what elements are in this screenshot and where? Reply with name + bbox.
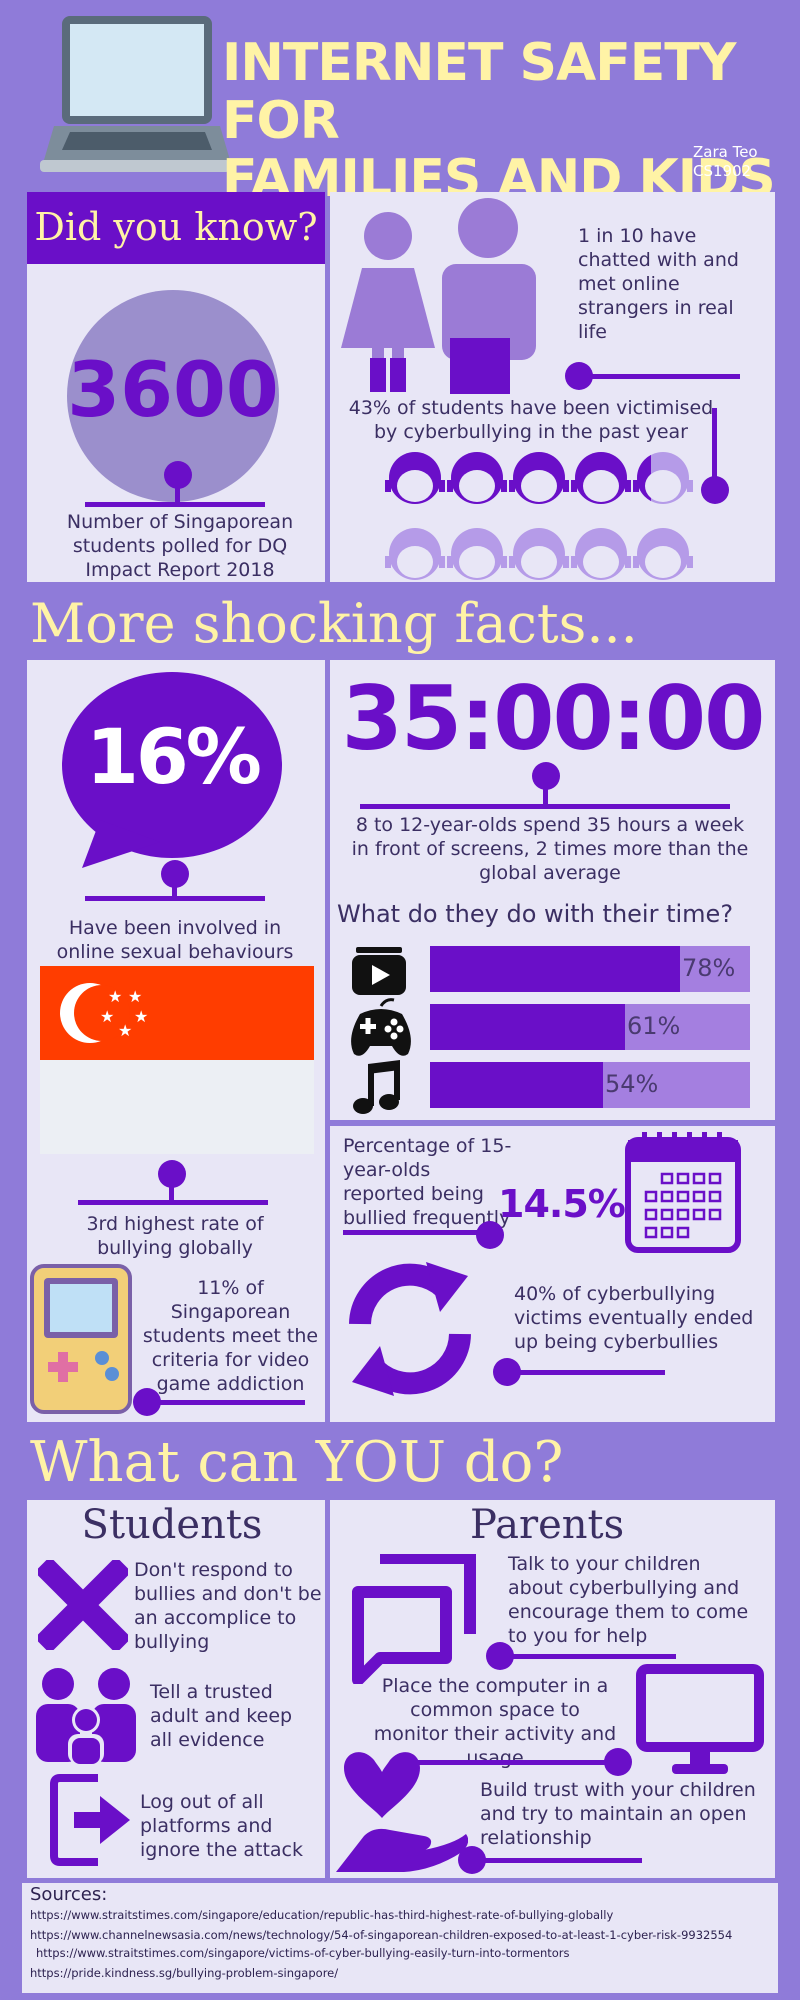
face-icon: [447, 528, 507, 580]
more-facts-heading: More shocking facts...: [30, 592, 638, 655]
laptop-icon: [40, 10, 230, 175]
activity-bar-fill: [430, 1062, 603, 1108]
video-play-icon: [350, 945, 412, 997]
activity-bar: 78%: [430, 946, 750, 992]
face-icon: [447, 452, 507, 504]
face-icon: [633, 452, 693, 504]
face-icon: [571, 452, 631, 504]
face-icon: [633, 528, 693, 580]
big-number-3600: 3600: [67, 345, 279, 434]
parent-tip-1: Talk to your children about cyberbullyin…: [508, 1553, 749, 1647]
source-link[interactable]: https://www.channelnewsasia.com/news/tec…: [30, 1928, 733, 1942]
activity-bar: 61%: [430, 1004, 750, 1050]
svg-text:★: ★: [108, 987, 122, 1006]
cross-icon: [34, 1556, 132, 1654]
bullying-rank-caption: 3rd highest rate of bullying globally: [86, 1213, 264, 1259]
connector-line: [480, 1858, 642, 1863]
strangers-fact: 1 in 10 have chatted with and met online…: [578, 225, 739, 343]
connector-dot: [604, 1748, 632, 1776]
source-link[interactable]: https://www.straitstimes.com/singapore/v…: [36, 1946, 570, 1960]
connector-line: [585, 374, 740, 379]
music-note-icon: [350, 1060, 410, 1116]
connector-line: [712, 408, 717, 488]
gamepad-icon: [346, 998, 416, 1060]
connector-line: [85, 896, 265, 901]
game-console-icon: [30, 1264, 132, 1414]
parent-tip-2: Place the computer in a common space to …: [373, 1675, 617, 1769]
connector-line: [155, 1400, 305, 1405]
connector-line: [543, 786, 548, 806]
speech-bubble-icon: [60, 670, 285, 870]
student-tip-2: Tell a trusted adult and keep all eviden…: [150, 1681, 293, 1751]
connector-line: [78, 1200, 268, 1205]
cycle-fact: 40% of cyberbullying victims eventually …: [514, 1283, 754, 1353]
faces-chart: [385, 446, 695, 586]
students-polled-caption: Number of Singaporean students polled fo…: [66, 511, 294, 581]
student-tip-3: Log out of all platforms and ignore the …: [140, 1791, 303, 1861]
svg-text:★: ★: [134, 1007, 148, 1026]
cyberbullying-fact: 43% of students have been victimised by …: [348, 397, 714, 443]
connector-line: [85, 502, 265, 507]
students-heading: Students: [81, 1502, 263, 1548]
what-can-you-do-heading: What can YOU do?: [30, 1430, 564, 1495]
connector-line: [508, 1654, 676, 1659]
activity-bar-label: 78%: [682, 954, 736, 982]
svg-text:★: ★: [128, 987, 142, 1006]
screen-time-caption: 8 to 12-year-olds spend 35 hours a week …: [351, 814, 749, 884]
logout-icon: [50, 1772, 132, 1868]
connector-line: [172, 880, 177, 900]
activity-bar-fill: [430, 1004, 625, 1050]
singapore-flag: ★ ★ ★ ★ ★: [40, 966, 314, 1154]
face-icon: [571, 528, 631, 580]
connector-line: [396, 1760, 608, 1765]
kids-icon: [340, 198, 555, 398]
trusted-adult-icon: [32, 1664, 140, 1764]
svg-text:★: ★: [118, 1021, 132, 1040]
source-link[interactable]: https://www.straitstimes.com/singapore/e…: [30, 1908, 614, 1922]
connector-line: [169, 1180, 174, 1204]
face-icon: [509, 452, 569, 504]
did-you-know-heading: Did you know?: [27, 192, 325, 264]
parent-tip-3: Build trust with your children and try t…: [480, 1779, 756, 1849]
activity-bar-label: 61%: [627, 1012, 681, 1040]
sources-panel: [22, 1883, 778, 1993]
connector-line: [175, 480, 180, 504]
chat-bubbles-icon: [350, 1552, 478, 1686]
connector-dot: [701, 476, 729, 504]
connector-line: [360, 804, 730, 809]
parents-heading: Parents: [470, 1502, 625, 1548]
student-tip-1: Don't respond to bullies and don't be an…: [134, 1559, 322, 1653]
sources-heading: Sources:: [30, 1884, 108, 1905]
face-icon: [385, 528, 445, 580]
svg-text:★: ★: [100, 1007, 114, 1026]
caring-hand-icon: [334, 1752, 469, 1874]
bullied-percent: 14.5%: [498, 1182, 626, 1226]
percent-16: 16%: [86, 712, 262, 801]
face-icon: [385, 452, 445, 504]
connector-line: [343, 1230, 483, 1235]
refresh-cycle-icon: [340, 1254, 480, 1404]
activity-bar-fill: [430, 946, 680, 992]
time-display: 35:00:00: [341, 667, 766, 770]
activity-bar-label: 54%: [605, 1070, 659, 1098]
activities-heading: What do they do with their time?: [337, 900, 734, 928]
course-code: CS1902: [693, 162, 752, 180]
bullied-caption: Percentage of 15-year-olds reported bein…: [343, 1135, 512, 1229]
title-line-1: INTERNET SAFETY FOR: [222, 33, 736, 151]
connector-line: [515, 1370, 665, 1375]
monitor-icon: [636, 1664, 764, 1778]
game-addiction-fact: 11% of Singaporean students meet the cri…: [142, 1277, 319, 1395]
connector-dot: [532, 762, 560, 790]
author-name: Zara Teo: [693, 143, 758, 161]
page-title: INTERNET SAFETY FOR FAMILIES AND KIDS: [222, 34, 792, 208]
online-behaviour-caption: Have been involved in online sexual beha…: [56, 917, 294, 963]
face-icon: [509, 528, 569, 580]
activity-bar: 54%: [430, 1062, 750, 1108]
calendar-icon: [624, 1130, 742, 1254]
source-link[interactable]: https://pride.kindness.sg/bullying-probl…: [30, 1966, 339, 1980]
connector-dot: [476, 1221, 504, 1249]
